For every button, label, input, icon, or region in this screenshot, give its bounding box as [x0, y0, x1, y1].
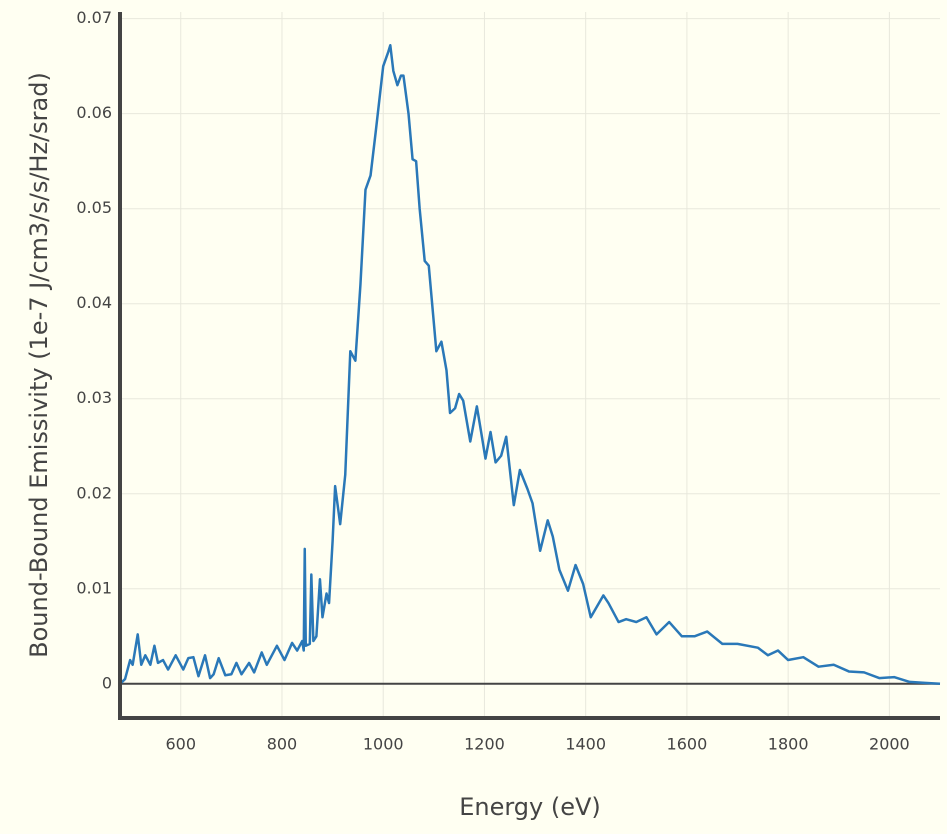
- x-tick-label: 1400: [565, 735, 606, 754]
- x-axis-title: Energy (eV): [459, 793, 601, 821]
- y-axis-title: Bound-Bound Emissivity (1e-7 J/cm3/s/s/H…: [25, 72, 53, 658]
- y-tick-label: 0.02: [76, 483, 112, 502]
- y-tick-label: 0.06: [76, 103, 112, 122]
- data-line: [119, 44, 941, 686]
- y-tick-label: 0: [102, 673, 112, 692]
- x-tick-label: 600: [165, 735, 196, 754]
- y-tick-label: 0.07: [76, 8, 112, 27]
- x-tick-label: 1200: [464, 735, 505, 754]
- x-tick-label: 1800: [768, 735, 809, 754]
- x-tick-label: 1600: [667, 735, 708, 754]
- x-tick-label: 800: [267, 735, 298, 754]
- y-tick-label: 0.05: [76, 198, 112, 217]
- y-tick-label: 0.01: [76, 578, 112, 597]
- x-tick-label: 2000: [869, 735, 910, 754]
- y-tick-label: 0.03: [76, 388, 112, 407]
- y-tick-label: 0.04: [76, 293, 112, 312]
- x-tick-label: 1000: [363, 735, 404, 754]
